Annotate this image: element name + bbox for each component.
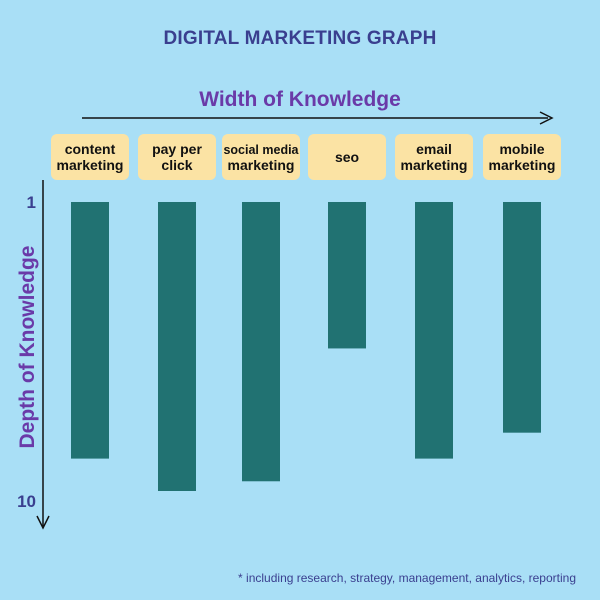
category-text: marketing: [228, 157, 295, 173]
category-text: seo: [335, 149, 359, 165]
x-axis-label: Width of Knowledge: [199, 88, 401, 111]
bar-0: [71, 202, 109, 459]
category-text: social media: [223, 143, 299, 157]
y-axis-arrowhead: [36, 515, 50, 530]
bar-2: [242, 202, 280, 482]
category-text: email: [416, 141, 452, 157]
category-text: marketing: [57, 157, 124, 173]
category-text: marketing: [489, 157, 556, 173]
category-text: content: [65, 141, 116, 157]
category-text: click: [161, 157, 192, 173]
bar-4: [415, 202, 453, 459]
category-label-3: seo: [308, 134, 386, 180]
bar-3: [328, 202, 366, 349]
bar-5: [503, 202, 541, 433]
category-box: [222, 134, 300, 180]
category-text: marketing: [401, 157, 468, 173]
category-box: [308, 134, 386, 180]
footnote: * including research, strategy, manageme…: [238, 571, 576, 585]
chart-title: DIGITAL MARKETING GRAPH: [163, 28, 437, 49]
category-box: [51, 134, 129, 180]
category-box: [483, 134, 561, 180]
category-box: [395, 134, 473, 180]
category-text: pay per: [152, 141, 202, 157]
bar-1: [158, 202, 196, 491]
x-axis-arrowhead: [539, 111, 554, 125]
category-box: [138, 134, 216, 180]
y-tick-label: 1: [27, 193, 36, 212]
category-text: mobile: [499, 141, 544, 157]
y-tick-label: 10: [17, 492, 36, 511]
